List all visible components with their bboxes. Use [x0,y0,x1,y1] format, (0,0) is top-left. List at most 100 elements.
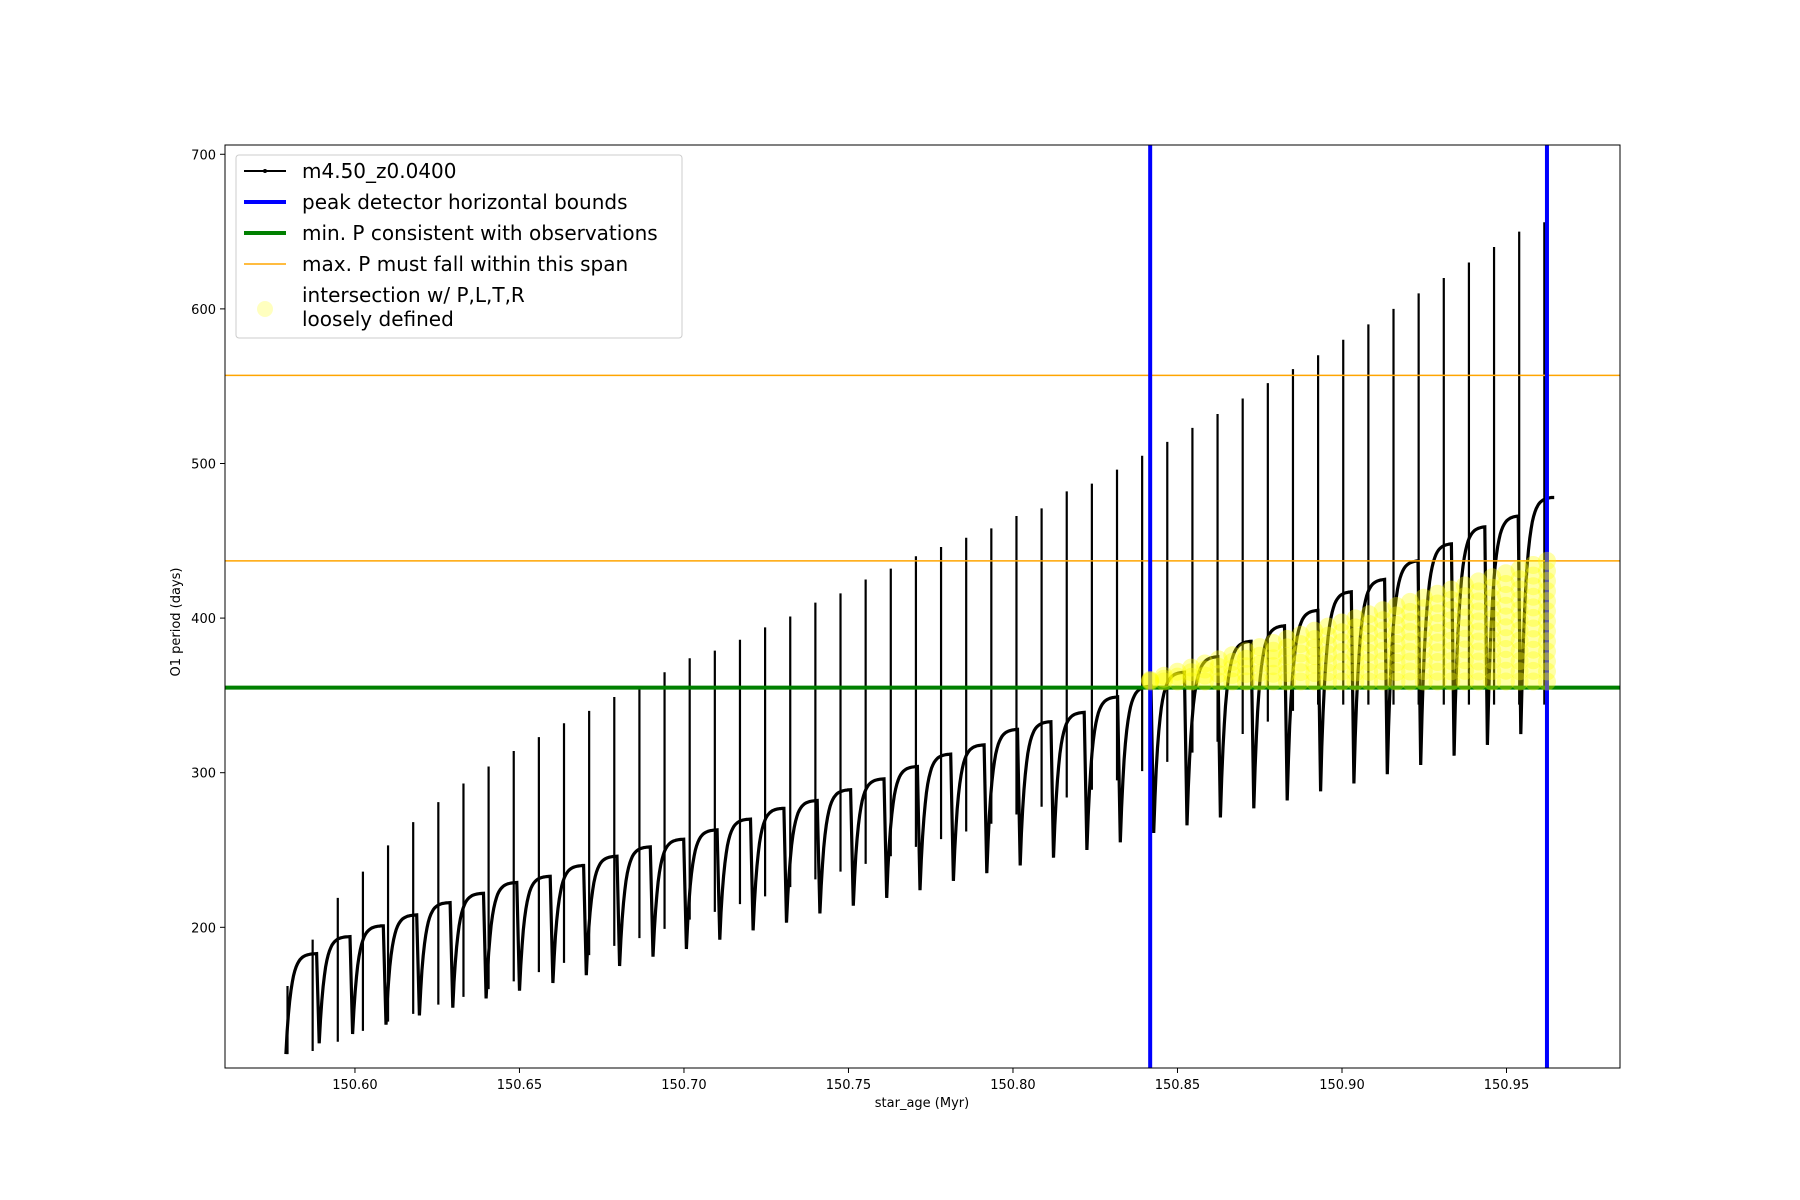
intersection-point [1524,661,1543,680]
intersection-point [1483,589,1502,608]
intersection-point [1223,672,1242,691]
intersection-point [1387,644,1406,663]
intersection-point [1373,652,1392,671]
intersection-point [1332,623,1351,642]
intersection-point [1373,662,1392,681]
legend-label-main: m4.50_z0.0400 [302,159,457,183]
intersection-point [1401,672,1420,691]
intersection-point [1209,657,1228,676]
intersection-point [1346,618,1365,637]
intersection-point [1428,594,1447,613]
intersection-point [1469,582,1488,601]
intersection-point [1469,592,1488,611]
intersection-point [1414,599,1433,618]
intersection-point [1141,671,1160,690]
intersection-point [1510,641,1529,660]
intersection-point [1264,672,1283,691]
intersection-point [1469,642,1488,661]
intersection-point [1264,634,1283,652]
intersection-point [1346,627,1365,646]
intersection-point [1360,653,1379,672]
intersection-point [1387,634,1406,653]
intersection-point [1483,662,1502,681]
intersection-point [1401,642,1420,661]
intersection-point [1319,617,1337,636]
intersection-point [1401,592,1420,611]
intersection-point [1237,672,1255,691]
intersection-point [1524,598,1543,617]
legend-entry-peak-bounds: peak detector horizontal bounds [244,190,628,214]
intersection-point [1223,646,1242,665]
intersection-point [1455,640,1474,659]
intersection-point [1524,651,1543,670]
intersection-point [1428,672,1447,691]
x-tick-label: 150.75 [826,1078,872,1093]
intersection-point [1373,631,1392,650]
intersection-point [1387,653,1406,672]
intersection-point [1278,629,1296,648]
intersection-point [1360,672,1379,691]
intersection-point [1483,672,1502,691]
intersection-point [1360,614,1379,633]
intersection-point [1524,619,1543,638]
intersection-point [1195,660,1214,679]
intersection-point [1510,611,1529,630]
intersection-point [1291,663,1310,682]
intersection-point [1250,663,1269,682]
intersection-point [1346,672,1365,691]
y-tick-label: 200 [191,921,216,936]
intersection-point [1401,662,1420,681]
intersection-point [1538,622,1556,641]
intersection-point [1305,630,1324,649]
intersection-point [1414,620,1433,639]
intersection-point [1524,640,1543,659]
intersection-point [1360,662,1379,681]
intersection-point [1524,630,1543,649]
y-tick-label: 500 [191,457,216,472]
intersection-point [1538,561,1556,580]
intersection-point [1278,664,1296,682]
intersection-point [1373,672,1392,691]
intersection-point [1305,647,1324,666]
intersection-point [1483,578,1502,597]
intersection-point [1182,672,1201,691]
intersection-point [1469,652,1488,671]
intersection-point [1195,654,1214,673]
intersection-point [1250,655,1269,674]
intersection-point [1346,609,1365,628]
intersection-point [1319,654,1337,673]
intersection-point [1305,621,1324,640]
intersection-point [1332,643,1351,661]
intersection-point [1414,672,1433,691]
intersection-point [1291,672,1310,691]
legend: m4.50_z0.0400 peak detector horizontal b… [235,154,683,339]
intersection-point [1319,626,1337,645]
intersection-point [1428,653,1447,671]
intersection-point [1442,580,1461,599]
intersection-point [1291,653,1310,672]
y-tick-label: 600 [191,303,216,318]
intersection-point [1538,592,1556,611]
intersection-point [1538,612,1556,631]
intersection-point [1195,666,1214,685]
intersection-point [1524,566,1543,585]
intersection-point [1182,663,1201,682]
plot-area [225,145,1620,1068]
intersection-point [1414,630,1433,649]
intersection-point [1360,643,1379,662]
intersection-point [1319,645,1337,663]
intersection-point [1442,662,1461,681]
intersection-point [1496,585,1515,604]
plot-frame [224,144,1621,1069]
legend-entry-main: m4.50_z0.0400 [244,159,457,183]
legend-swatch-main-marker [263,169,267,173]
intersection-point [1182,667,1201,686]
intersection-point [1209,672,1228,691]
intersection-point [1442,611,1461,630]
intersection-point [1442,652,1461,671]
intersection-point [1305,655,1324,674]
intersection-point [1469,612,1488,631]
legend-box [235,154,683,339]
intersection-point [1510,601,1529,619]
intersection-point [1237,657,1255,676]
